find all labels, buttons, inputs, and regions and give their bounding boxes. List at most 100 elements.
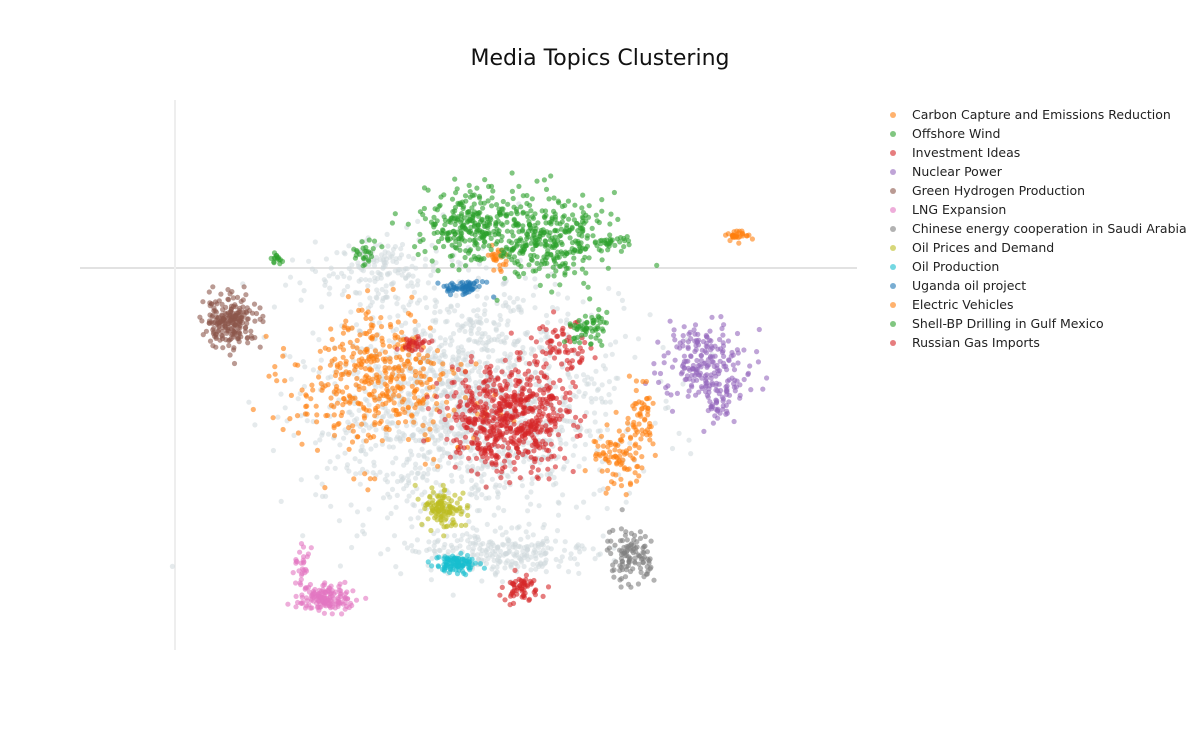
point-series-1 bbox=[565, 198, 572, 204]
point-series-0 bbox=[378, 324, 385, 330]
point-series-5 bbox=[337, 581, 343, 587]
point-series-2 bbox=[499, 444, 505, 450]
point-series-4 bbox=[230, 303, 237, 309]
point-series-3 bbox=[686, 331, 692, 337]
background-point bbox=[507, 377, 513, 384]
background-point bbox=[611, 385, 617, 391]
background-point bbox=[341, 288, 347, 294]
point-series-11 bbox=[274, 253, 280, 259]
point-series-0 bbox=[494, 256, 500, 262]
point-series-6 bbox=[619, 507, 625, 513]
point-series-2 bbox=[494, 468, 500, 474]
point-series-5 bbox=[298, 576, 304, 583]
point-series-1 bbox=[449, 253, 455, 259]
point-series-0 bbox=[444, 399, 450, 405]
point-series-4 bbox=[213, 331, 220, 337]
background-point bbox=[581, 393, 587, 399]
point-series-0 bbox=[365, 432, 371, 438]
point-series-0 bbox=[395, 420, 401, 426]
background-point bbox=[319, 493, 326, 499]
point-series-2 bbox=[457, 450, 463, 456]
point-series-1 bbox=[579, 218, 586, 225]
point-series-2 bbox=[526, 394, 532, 400]
point-series-7 bbox=[435, 501, 441, 507]
point-series-2 bbox=[527, 405, 534, 411]
background-point bbox=[379, 304, 385, 310]
background-point bbox=[570, 452, 576, 458]
point-series-10 bbox=[644, 427, 651, 433]
background-point bbox=[479, 334, 485, 340]
point-series-0 bbox=[292, 362, 298, 368]
background-point bbox=[387, 254, 393, 260]
background-point bbox=[504, 472, 510, 479]
point-series-0 bbox=[419, 381, 425, 387]
background-point bbox=[419, 446, 425, 452]
background-point bbox=[458, 460, 464, 466]
point-series-0 bbox=[361, 406, 367, 412]
point-series-11 bbox=[587, 296, 593, 302]
point-series-1 bbox=[615, 216, 621, 222]
point-series-3 bbox=[724, 408, 730, 414]
point-series-11 bbox=[371, 238, 378, 244]
point-series-3 bbox=[688, 336, 694, 342]
point-series-0 bbox=[409, 383, 415, 389]
background-point bbox=[335, 454, 341, 460]
point-series-2 bbox=[421, 438, 427, 444]
point-series-2 bbox=[542, 441, 549, 447]
point-series-10 bbox=[620, 433, 626, 439]
background-point bbox=[468, 331, 474, 337]
point-series-2 bbox=[514, 454, 521, 461]
point-series-2 bbox=[474, 436, 480, 442]
point-series-1 bbox=[534, 178, 540, 184]
plot-area bbox=[80, 100, 857, 650]
background-point bbox=[478, 373, 484, 379]
background-point bbox=[399, 476, 405, 482]
point-series-2 bbox=[569, 364, 575, 370]
point-series-10 bbox=[740, 233, 746, 239]
point-series-7 bbox=[441, 487, 447, 494]
point-series-0 bbox=[280, 426, 286, 433]
point-series-6 bbox=[610, 562, 616, 568]
point-series-1 bbox=[654, 262, 660, 268]
point-series-1 bbox=[524, 232, 531, 238]
point-series-2 bbox=[535, 467, 541, 473]
point-series-2 bbox=[567, 397, 573, 403]
point-series-1 bbox=[466, 182, 472, 188]
background-point bbox=[313, 492, 319, 498]
point-series-3 bbox=[737, 395, 743, 401]
point-series-5 bbox=[318, 594, 324, 600]
background-point bbox=[341, 273, 347, 279]
point-series-1 bbox=[566, 216, 572, 222]
point-series-1 bbox=[548, 173, 554, 179]
point-series-0 bbox=[401, 361, 407, 367]
background-point bbox=[587, 433, 594, 439]
background-point bbox=[591, 381, 597, 387]
point-series-0 bbox=[398, 337, 404, 343]
point-series-7 bbox=[419, 521, 425, 528]
point-series-1 bbox=[535, 220, 541, 226]
point-series-2 bbox=[499, 584, 505, 591]
point-series-0 bbox=[317, 348, 323, 354]
point-series-1 bbox=[464, 209, 470, 215]
point-series-7 bbox=[435, 512, 441, 518]
point-series-6 bbox=[628, 584, 634, 590]
point-series-1 bbox=[601, 237, 608, 243]
point-series-0 bbox=[446, 413, 452, 419]
background-point bbox=[169, 563, 175, 570]
point-series-5 bbox=[302, 586, 308, 592]
point-series-1 bbox=[580, 210, 587, 216]
background-point bbox=[552, 281, 558, 287]
point-series-3 bbox=[655, 339, 661, 345]
point-series-0 bbox=[406, 361, 412, 367]
background-point bbox=[485, 546, 491, 552]
point-series-5 bbox=[350, 588, 356, 594]
point-series-3 bbox=[672, 337, 678, 343]
background-point bbox=[415, 218, 421, 224]
background-point bbox=[501, 484, 508, 490]
point-series-5 bbox=[300, 599, 306, 606]
point-series-2 bbox=[464, 425, 470, 431]
point-series-0 bbox=[282, 378, 288, 384]
background-point bbox=[360, 447, 366, 454]
point-series-0 bbox=[304, 403, 310, 409]
point-series-3 bbox=[713, 399, 720, 405]
